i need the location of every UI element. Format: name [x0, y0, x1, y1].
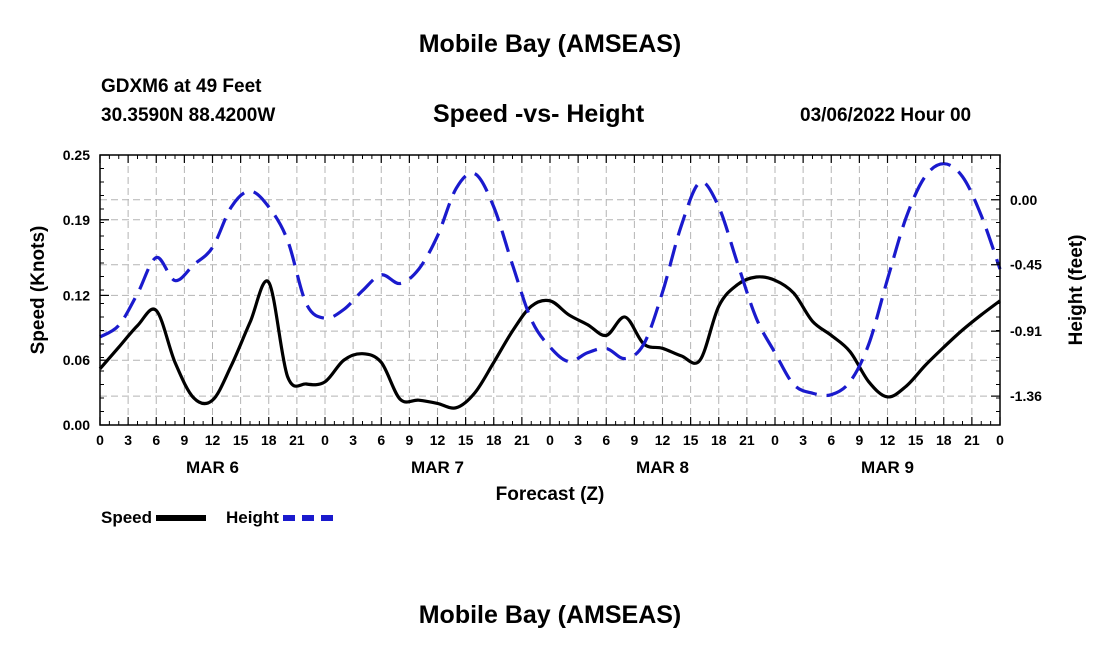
x-tick-label: 15	[683, 432, 699, 448]
x-tick-label: 6	[152, 432, 160, 448]
x-tick-label: 6	[602, 432, 610, 448]
chart-subtitle: Speed -vs- Height	[433, 100, 645, 128]
x-tick-label: 6	[827, 432, 835, 448]
x-tick-label: 9	[180, 432, 188, 448]
x-tick-label: 12	[880, 432, 896, 448]
axes-layer: 0 3 6 9 12 15 18 21 0 3 6 9 12 15 18 21 0 3 6 9 12 15 18 21 0 3 6 9…	[63, 147, 1042, 477]
y-right-tick-label: -0.45	[1010, 257, 1042, 273]
x-tick-label: 15	[233, 432, 249, 448]
x-tick-label: 3	[574, 432, 582, 448]
legend-height-label: Height	[226, 508, 279, 527]
x-tick-label: 15	[458, 432, 474, 448]
x-tick-label: 9	[405, 432, 413, 448]
day-label: MAR 9	[861, 458, 914, 477]
x-tick-label: 12	[430, 432, 446, 448]
x-tick-label: 18	[711, 432, 727, 448]
footer-title: Mobile Bay (AMSEAS)	[418, 601, 682, 629]
x-tick-label: 12	[205, 432, 221, 448]
x-tick-label: 0	[996, 432, 1004, 448]
legend-speed-swatch	[156, 515, 207, 521]
grid-lines	[100, 155, 1000, 425]
x-tick-label: 3	[124, 432, 132, 448]
x-tick-label: 0	[771, 432, 779, 448]
x-tick-label: 15	[908, 432, 924, 448]
x-axis-title: Forecast (Z)	[496, 484, 605, 505]
day-label: MAR 7	[411, 458, 464, 477]
y-left-tick-label: 0.00	[63, 417, 90, 433]
x-tick-label: 0	[546, 432, 554, 448]
day-label: MAR 6	[186, 458, 239, 477]
chart-title: Mobile Bay (AMSEAS)	[418, 30, 682, 58]
legend-speed-label: Speed	[101, 508, 153, 527]
x-tick-label: 21	[964, 432, 980, 448]
y-axis-right-title: Height (feet)	[1066, 235, 1087, 346]
legend: Speed Height	[101, 508, 333, 528]
day-label: MAR 8	[636, 458, 689, 477]
station-label: GDXM6 at 49 Feet	[101, 76, 262, 97]
x-tick-label: 9	[855, 432, 863, 448]
x-tick-label: 9	[630, 432, 638, 448]
x-tick-label: 0	[96, 432, 104, 448]
legend-height-swatch	[282, 515, 333, 521]
x-tick-label: 12	[655, 432, 671, 448]
x-tick-label: 18	[486, 432, 502, 448]
y-right-tick-label: 0.00	[1010, 192, 1037, 208]
x-tick-label: 18	[261, 432, 277, 448]
y-left-tick-label: 0.25	[63, 147, 90, 163]
series-speed-line	[98, 275, 1001, 410]
y-right-tick-label: -1.36	[1010, 388, 1042, 404]
coordinates-label: 30.3590N 88.4200W	[101, 105, 276, 126]
y-left-tick-label: 0.06	[63, 352, 90, 368]
x-tick-label: 21	[514, 432, 530, 448]
x-tick-label: 18	[936, 432, 952, 448]
x-tick-label: 3	[799, 432, 807, 448]
x-tick-label: 21	[739, 432, 755, 448]
forecast-datetime: 03/06/2022 Hour 00	[800, 105, 972, 126]
y-axis-left-title: Speed (Knots)	[28, 226, 49, 355]
x-tick-label: 6	[377, 432, 385, 448]
x-tick-label: 3	[349, 432, 357, 448]
y-right-tick-label: -0.91	[1010, 323, 1042, 339]
x-tick-label: 0	[321, 432, 329, 448]
y-left-tick-label: 0.19	[63, 212, 90, 228]
x-tick-label: 21	[289, 432, 305, 448]
series-layer	[98, 162, 1002, 410]
y-left-tick-label: 0.12	[63, 287, 90, 303]
